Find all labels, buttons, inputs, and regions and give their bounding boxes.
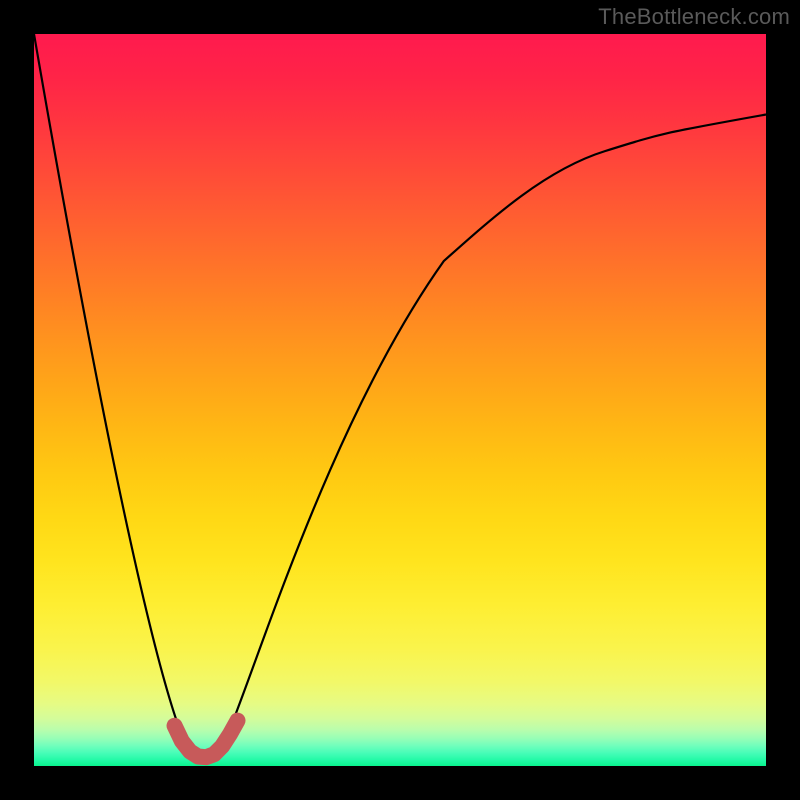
chart-svg (0, 0, 800, 800)
plot-area (34, 34, 766, 766)
chart-container: { "watermark": { "text": "TheBottleneck.… (0, 0, 800, 800)
watermark-text: TheBottleneck.com (598, 4, 790, 30)
